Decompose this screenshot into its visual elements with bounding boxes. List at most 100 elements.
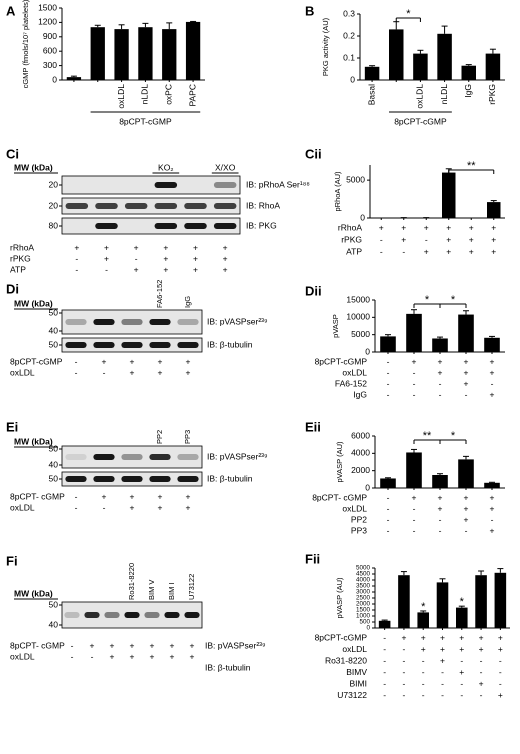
blot-band xyxy=(93,476,115,482)
condition-sign: - xyxy=(387,503,390,513)
condition-sign: + xyxy=(469,222,474,232)
condition-sign: - xyxy=(465,525,468,535)
condition-sign: + xyxy=(464,356,469,366)
condition-sign: - xyxy=(480,667,483,677)
bar xyxy=(90,27,105,80)
condition-sign: - xyxy=(387,378,390,388)
condition-name: rPKG xyxy=(10,253,31,263)
y-axis-label: cGMP (fmols/10⁷ platelets) xyxy=(21,0,30,88)
condition-sign: + xyxy=(469,246,474,256)
bar xyxy=(398,575,410,628)
condition-sign: - xyxy=(403,644,406,654)
mw-label: 50 xyxy=(49,307,59,317)
condition-sign: + xyxy=(459,632,464,642)
condition-sign: - xyxy=(103,367,106,377)
condition-sign: - xyxy=(403,655,406,665)
condition-sign: - xyxy=(71,651,74,661)
y-tick-label: 0.1 xyxy=(343,52,355,62)
condition-sign: - xyxy=(402,246,405,256)
lane-label: BIM I xyxy=(167,582,176,600)
condition-sign: + xyxy=(440,655,445,665)
y-tick-label: 600 xyxy=(43,45,57,55)
condition-sign: - xyxy=(425,234,428,244)
blot-band xyxy=(177,454,199,460)
condition-sign: - xyxy=(380,234,383,244)
ib-label: IB: β-tubulin xyxy=(207,339,253,349)
condition-sign: - xyxy=(480,690,483,700)
condition-sign: + xyxy=(469,234,474,244)
blot-band xyxy=(93,319,115,325)
x-tick-label: PAPC xyxy=(187,84,197,107)
panel-label: Dii xyxy=(305,283,322,298)
blot-band xyxy=(213,182,237,188)
bar xyxy=(484,482,500,488)
lane-label: KO₂ xyxy=(158,162,174,172)
condition-sign: - xyxy=(499,655,502,665)
significance: ** xyxy=(423,430,432,442)
mw-label: 50 xyxy=(49,599,59,609)
condition-sign: + xyxy=(464,503,469,513)
condition-name: oxLDL xyxy=(10,502,35,512)
condition-sign: + xyxy=(150,651,155,661)
condition-sign: - xyxy=(422,667,425,677)
condition-name: FA6-152 xyxy=(335,378,367,388)
condition-sign: + xyxy=(490,356,495,366)
condition-sign: + xyxy=(446,234,451,244)
mw-label: 20 xyxy=(49,200,59,210)
condition-sign: + xyxy=(498,632,503,642)
condition-sign: + xyxy=(170,640,175,650)
condition-sign: - xyxy=(441,678,444,688)
condition-sign: + xyxy=(490,503,495,513)
blot-band xyxy=(154,223,178,229)
condition-sign: + xyxy=(130,651,135,661)
mw-label: 40 xyxy=(49,325,59,335)
condition-sign: + xyxy=(158,502,163,512)
blot-strip xyxy=(61,309,203,335)
blot-band xyxy=(184,612,200,618)
condition-sign: - xyxy=(387,389,390,399)
condition-sign: - xyxy=(403,678,406,688)
blot-band xyxy=(154,182,178,188)
y-tick-label: 1200 xyxy=(38,17,57,27)
condition-sign: + xyxy=(130,356,135,366)
condition-sign: + xyxy=(490,367,495,377)
bar xyxy=(432,475,448,488)
condition-sign: - xyxy=(480,655,483,665)
blot-band xyxy=(184,223,207,229)
condition-sign: + xyxy=(438,367,443,377)
blot-strip xyxy=(61,217,241,235)
condition-sign: + xyxy=(479,632,484,642)
ib-label: IB: PKG xyxy=(246,220,277,230)
x-tick-label: oxPC xyxy=(164,84,174,105)
y-axis-label: pVASP (AU) xyxy=(335,441,344,482)
condition-sign: + xyxy=(163,264,168,274)
y-tick-label: 0 xyxy=(365,482,370,492)
condition-sign: - xyxy=(403,667,406,677)
condition-sign: + xyxy=(150,640,155,650)
panel-label: Ci xyxy=(6,146,19,161)
condition-sign: - xyxy=(383,690,386,700)
condition-sign: + xyxy=(130,367,135,377)
condition-sign: + xyxy=(491,222,496,232)
condition-sign: - xyxy=(403,690,406,700)
lane-label: Ro31-8220 xyxy=(127,563,136,600)
mw-header: MW (kDa) xyxy=(14,588,53,598)
condition-name: 8pCPT- cGMP xyxy=(10,491,65,501)
condition-sign: - xyxy=(422,655,425,665)
condition-name: PP3 xyxy=(351,525,367,535)
bar xyxy=(66,77,82,80)
condition-sign: + xyxy=(491,246,496,256)
condition-sign: + xyxy=(412,356,417,366)
panel-label: Di xyxy=(6,281,19,296)
condition-name: ATP xyxy=(346,246,362,256)
bar xyxy=(138,27,153,80)
mw-label: 80 xyxy=(49,220,59,230)
condition-sign: + xyxy=(424,246,429,256)
blot-band xyxy=(154,203,178,209)
condition-name: Ro31-8220 xyxy=(325,655,367,665)
condition-sign: + xyxy=(490,492,495,502)
y-tick-label: 0.2 xyxy=(343,30,355,40)
ib-label: IB: pRhoA Ser¹⁸⁸ xyxy=(246,179,310,189)
blot-band xyxy=(149,454,171,460)
